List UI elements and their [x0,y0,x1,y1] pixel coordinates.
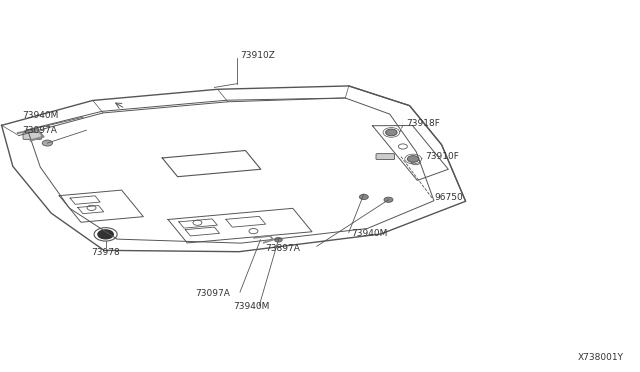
Text: 96750: 96750 [434,193,463,202]
Circle shape [98,230,113,239]
Text: 73940M: 73940M [22,111,59,120]
Circle shape [275,238,282,242]
Text: 73910F: 73910F [426,153,460,161]
Circle shape [384,197,393,202]
Text: 73918F: 73918F [406,119,440,128]
FancyBboxPatch shape [23,132,42,140]
Text: 73910Z: 73910Z [240,51,275,60]
Circle shape [359,194,368,199]
Text: 73940M: 73940M [234,302,270,311]
Text: 73097A: 73097A [22,126,57,135]
Circle shape [408,155,419,162]
Circle shape [385,129,397,136]
Text: 73097A: 73097A [195,289,230,298]
Text: 73978: 73978 [92,248,120,257]
Text: 73897A: 73897A [266,244,300,253]
Text: 73940M: 73940M [351,229,387,238]
Text: X738001Y: X738001Y [578,353,624,362]
FancyBboxPatch shape [376,154,395,160]
Circle shape [42,140,52,146]
